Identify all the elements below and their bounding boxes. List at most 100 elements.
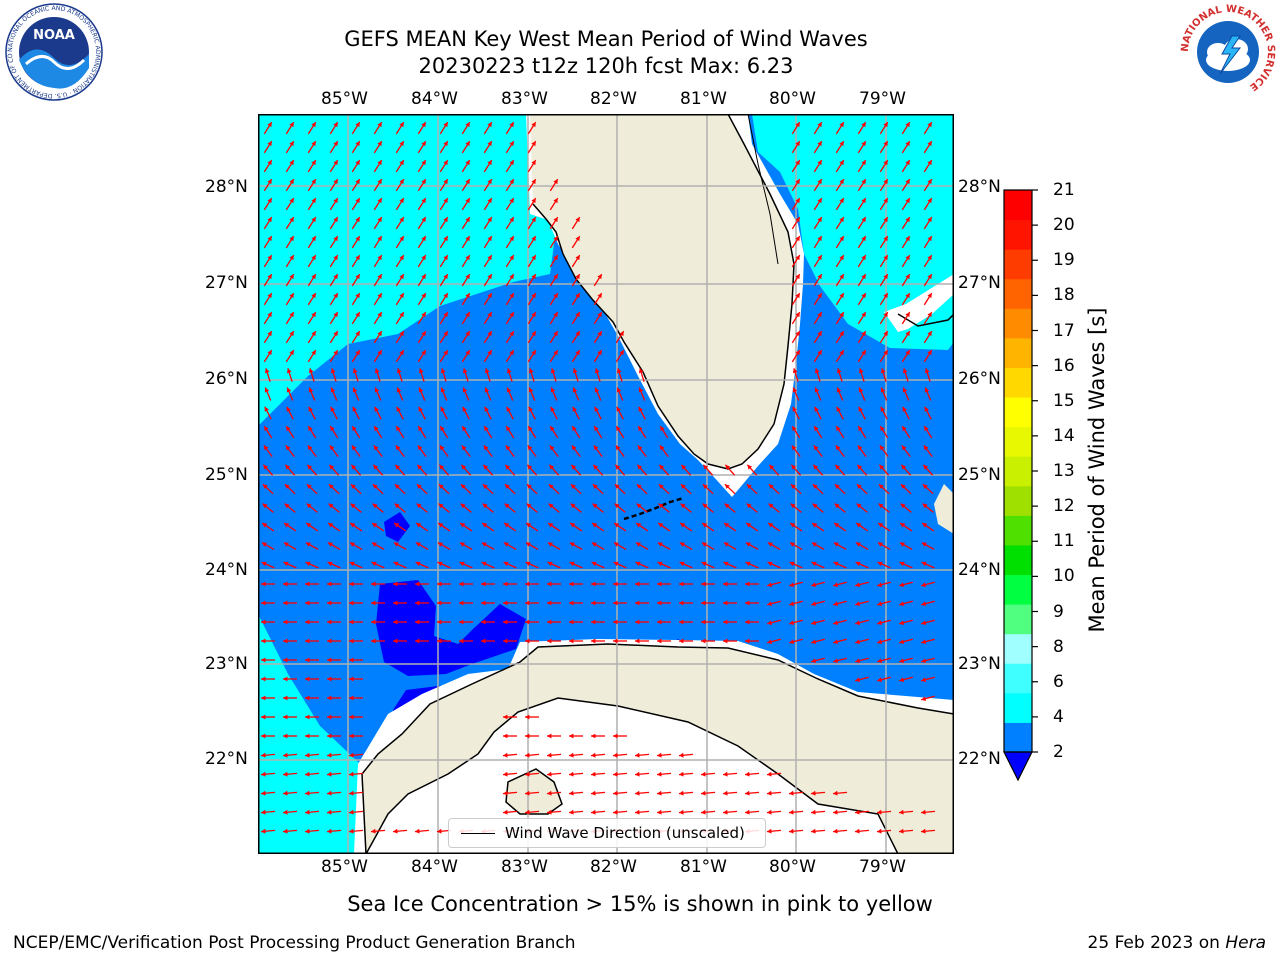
wind-wave-arrow-head xyxy=(679,581,684,587)
wind-wave-arrow-head xyxy=(465,198,470,204)
wind-wave-arrow-head xyxy=(503,771,508,777)
wind-wave-arrow-head xyxy=(858,426,863,432)
wind-wave-arrow-head xyxy=(905,179,910,185)
wind-wave-arrow-head xyxy=(613,600,618,606)
wind-wave-arrow-head xyxy=(443,331,448,337)
wind-wave-arrow-head xyxy=(723,638,728,644)
colorbar-tick-label: 12 xyxy=(1053,496,1075,517)
lat-label-left: 24°N xyxy=(205,560,248,580)
colorbar-segment xyxy=(1004,308,1032,339)
wind-wave-arrow-head xyxy=(505,445,511,451)
wind-wave-arrow-head xyxy=(723,600,728,606)
wind-wave-arrow-head xyxy=(267,198,272,204)
wind-wave-arrow-head xyxy=(283,542,289,547)
wind-wave-arrow-head xyxy=(418,406,423,412)
wind-wave-arrow-head xyxy=(327,714,332,720)
wind-wave-arrow-head xyxy=(724,484,730,489)
wind-wave-arrow-head xyxy=(680,484,686,489)
wind-wave-arrow-head xyxy=(525,619,530,625)
wind-wave-arrow-head xyxy=(878,484,884,489)
wind-wave-arrow-head xyxy=(745,771,750,777)
wind-wave-arrow-head xyxy=(679,542,685,547)
lon-label-top: 82°W xyxy=(590,89,637,109)
wind-wave-arrow-head xyxy=(374,406,379,412)
wind-wave-arrow-head xyxy=(834,503,840,509)
wind-wave-arrow-head xyxy=(333,312,338,318)
wind-wave-arrow-head xyxy=(613,561,619,567)
wind-wave-arrow-head xyxy=(509,293,514,299)
wind-wave-arrow-head xyxy=(465,122,470,128)
wind-wave-arrow-head xyxy=(658,523,664,528)
wind-wave-arrow-head xyxy=(927,255,932,261)
wind-wave-arrow-head xyxy=(879,445,885,451)
colorbar-segment xyxy=(1004,426,1032,457)
wind-wave-arrow-head xyxy=(395,464,401,470)
wind-wave-arrow-head xyxy=(267,293,272,299)
wind-wave-arrow-head xyxy=(877,658,883,663)
wind-wave-arrow-head xyxy=(371,828,376,834)
wind-wave-arrow-head xyxy=(465,350,470,356)
wind-wave-arrow-head xyxy=(839,293,844,299)
wind-wave-arrow-head xyxy=(635,561,641,567)
wind-wave-arrow-head xyxy=(905,141,910,147)
wind-wave-arrow-head xyxy=(525,790,530,796)
wind-wave-arrow-head xyxy=(745,790,750,796)
wind-wave-arrow-head xyxy=(399,122,404,128)
wind-wave-arrow-head xyxy=(421,331,426,337)
wind-wave-arrow-head xyxy=(283,619,288,625)
wind-wave-arrow-head xyxy=(443,160,448,166)
wind-wave-arrow-head xyxy=(283,657,288,663)
wind-wave-arrow-head xyxy=(746,484,752,489)
wind-wave-arrow-head xyxy=(261,638,266,644)
wind-wave-arrow-head xyxy=(569,752,574,758)
colorbar-tick-label: 10 xyxy=(1053,566,1075,587)
wind-wave-arrow-head xyxy=(286,387,292,393)
wind-wave-arrow-head xyxy=(267,141,272,147)
wind-wave-arrow-head xyxy=(592,503,598,509)
wind-wave-arrow-head xyxy=(487,293,492,299)
wind-wave-arrow-head xyxy=(899,582,905,587)
wind-wave-arrow-head xyxy=(393,542,399,547)
wind-wave-arrow-head xyxy=(880,368,886,374)
wind-wave-arrow-head xyxy=(899,620,905,625)
wind-wave-arrow-head xyxy=(839,350,844,356)
wind-wave-arrow-head xyxy=(548,484,554,489)
wind-wave-arrow-head xyxy=(355,179,360,185)
wind-wave-arrow-head xyxy=(327,600,332,606)
wind-wave-arrow-head xyxy=(261,695,266,701)
wind-wave-arrow-head xyxy=(459,638,464,644)
wind-wave-arrow-head xyxy=(569,619,574,625)
wind-wave-arrow-head xyxy=(509,179,514,185)
wind-wave-arrow-head xyxy=(528,426,533,432)
colorbar-tick-label: 11 xyxy=(1053,531,1075,552)
wind-wave-arrow-head xyxy=(503,600,508,606)
wind-wave-arrow-head xyxy=(525,733,530,739)
wind-wave-arrow-head xyxy=(286,406,291,412)
wind-wave-arrow-head xyxy=(399,274,404,280)
wind-wave-arrow-head xyxy=(443,350,448,356)
lat-label-right: 26°N xyxy=(958,369,1001,389)
wind-wave-arrow-head xyxy=(462,426,467,432)
wind-wave-arrow-head xyxy=(553,350,558,356)
wind-wave-arrow-head xyxy=(267,217,272,223)
wind-wave-arrow-head xyxy=(394,484,400,489)
ocean-band-4-6-gulf xyxy=(258,114,558,426)
lon-label-bottom: 84°W xyxy=(411,857,458,877)
wind-wave-arrow-head xyxy=(528,387,534,393)
wind-wave-arrow-head xyxy=(767,828,772,834)
wind-wave-arrow-head xyxy=(812,523,818,528)
wind-wave-arrow-head xyxy=(835,464,841,470)
wind-wave-arrow-head xyxy=(921,620,927,625)
colorbar-segment xyxy=(1004,456,1032,487)
wind-wave-arrow-head xyxy=(745,638,750,644)
wind-wave-arrow-head xyxy=(883,293,888,299)
lon-label-bottom: 80°W xyxy=(769,857,816,877)
wind-wave-arrow-head xyxy=(509,255,514,261)
wind-wave-arrow-head xyxy=(371,581,376,587)
wind-wave-arrow-head xyxy=(262,503,268,509)
wind-wave-arrow-head xyxy=(374,387,380,393)
legend-label: Wind Wave Direction (unscaled) xyxy=(505,824,745,842)
wind-wave-arrow-head xyxy=(613,581,618,587)
wind-wave-arrow-head xyxy=(811,582,817,587)
wind-wave-arrow-head xyxy=(531,141,536,147)
